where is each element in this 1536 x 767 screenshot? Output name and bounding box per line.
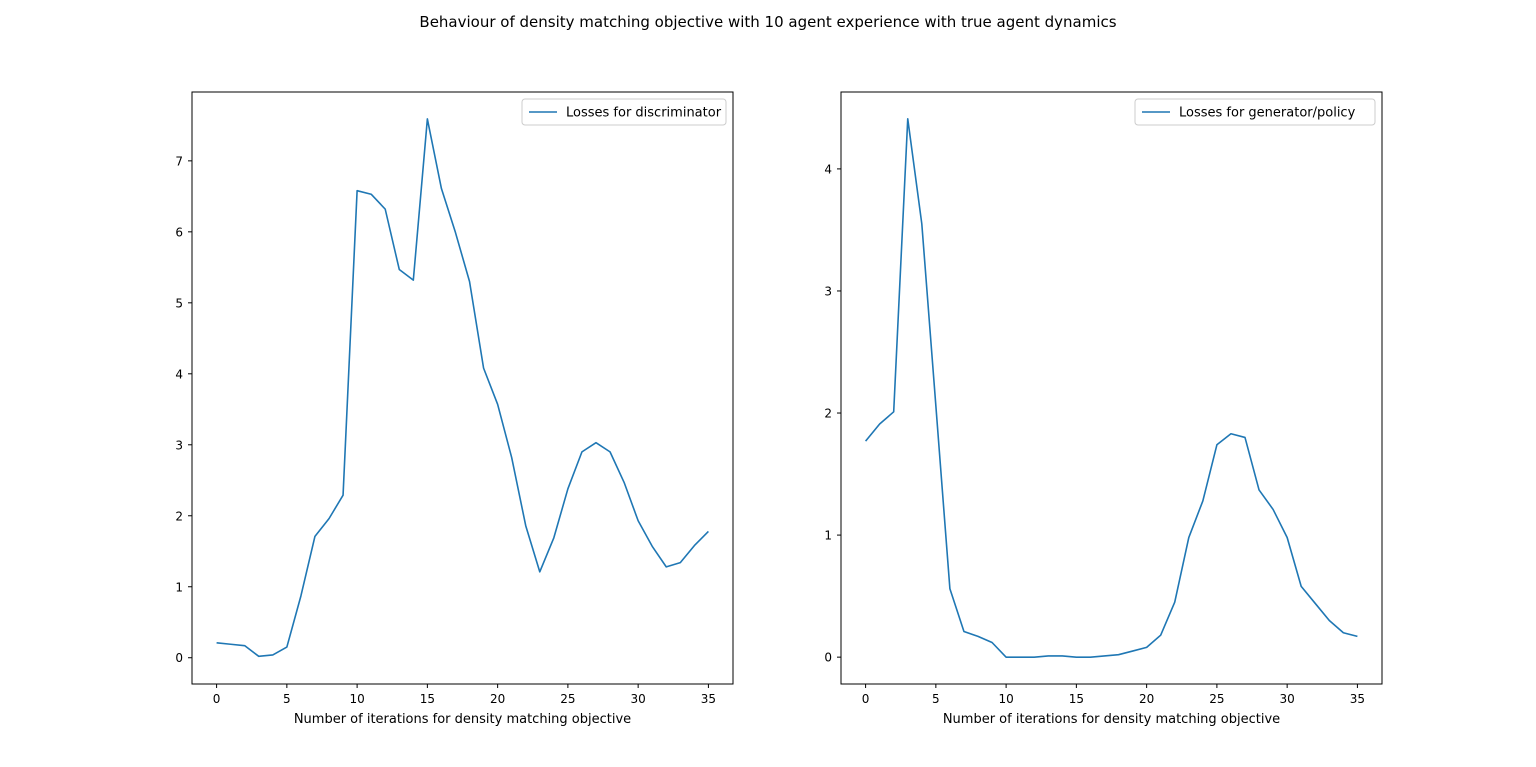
y-tick-label: 6	[175, 225, 183, 239]
axes-frame	[191, 91, 734, 685]
x-tick-label: 35	[1350, 692, 1365, 706]
y-tick-label: 1	[175, 580, 183, 594]
y-tick-label: 3	[175, 438, 183, 452]
y-tick-label: 4	[824, 162, 832, 176]
y-tick-label: 3	[824, 284, 832, 298]
legend-label: Losses for discriminator	[566, 106, 722, 121]
y-tick-label: 1	[824, 529, 832, 543]
x-tick-label: 20	[490, 692, 505, 706]
legend-box	[521, 98, 727, 126]
legend: Losses for generator/policy	[1134, 98, 1376, 126]
x-tick-label: 15	[1069, 692, 1084, 706]
generator-loss-panel: 0 5 10 15 20 25 30 35 0 1 2 3 4 Number of iterations …	[824, 91, 1383, 727]
x-tick-label: 30	[1280, 692, 1295, 706]
legend-box	[1134, 98, 1376, 126]
figure-title: Behaviour of density matching objective …	[419, 13, 1116, 31]
x-tick-label: 5	[932, 692, 940, 706]
series-line-generator-policy	[864, 118, 1358, 658]
series-line-discriminator	[216, 118, 709, 658]
x-tick-label: 10	[349, 692, 364, 706]
x-tick-label: 30	[631, 692, 646, 706]
x-tick-label: 10	[998, 692, 1013, 706]
y-tick-label: 4	[175, 367, 183, 381]
x-tick-label: 20	[1139, 692, 1154, 706]
x-tick-label: 15	[420, 692, 435, 706]
legend-label: Losses for generator/policy	[1179, 106, 1356, 121]
y-tick-label: 5	[175, 296, 183, 310]
axes-frame	[840, 91, 1383, 685]
y-tick-label: 2	[175, 509, 183, 523]
x-tick-label: 25	[560, 692, 575, 706]
x-tick-label: 35	[701, 692, 716, 706]
y-tick-label: 0	[824, 651, 832, 665]
y-tick-label: 0	[175, 651, 183, 665]
legend: Losses for discriminator	[521, 98, 727, 126]
x-tick-label: 0	[862, 692, 870, 706]
y-tick-label: 7	[175, 154, 183, 168]
discriminator-loss-panel: 0 5 10 15 20 25 30 35 0 1 2 3 4 5 6 7 Number of iteratio…	[175, 91, 734, 727]
x-axis-label: Number of iterations for density matchin…	[943, 712, 1280, 727]
x-tick-label: 0	[213, 692, 221, 706]
x-axis-label: Number of iterations for density matchin…	[294, 712, 631, 727]
y-tick-label: 2	[824, 407, 832, 421]
x-tick-label: 25	[1209, 692, 1224, 706]
x-tick-label: 5	[283, 692, 291, 706]
